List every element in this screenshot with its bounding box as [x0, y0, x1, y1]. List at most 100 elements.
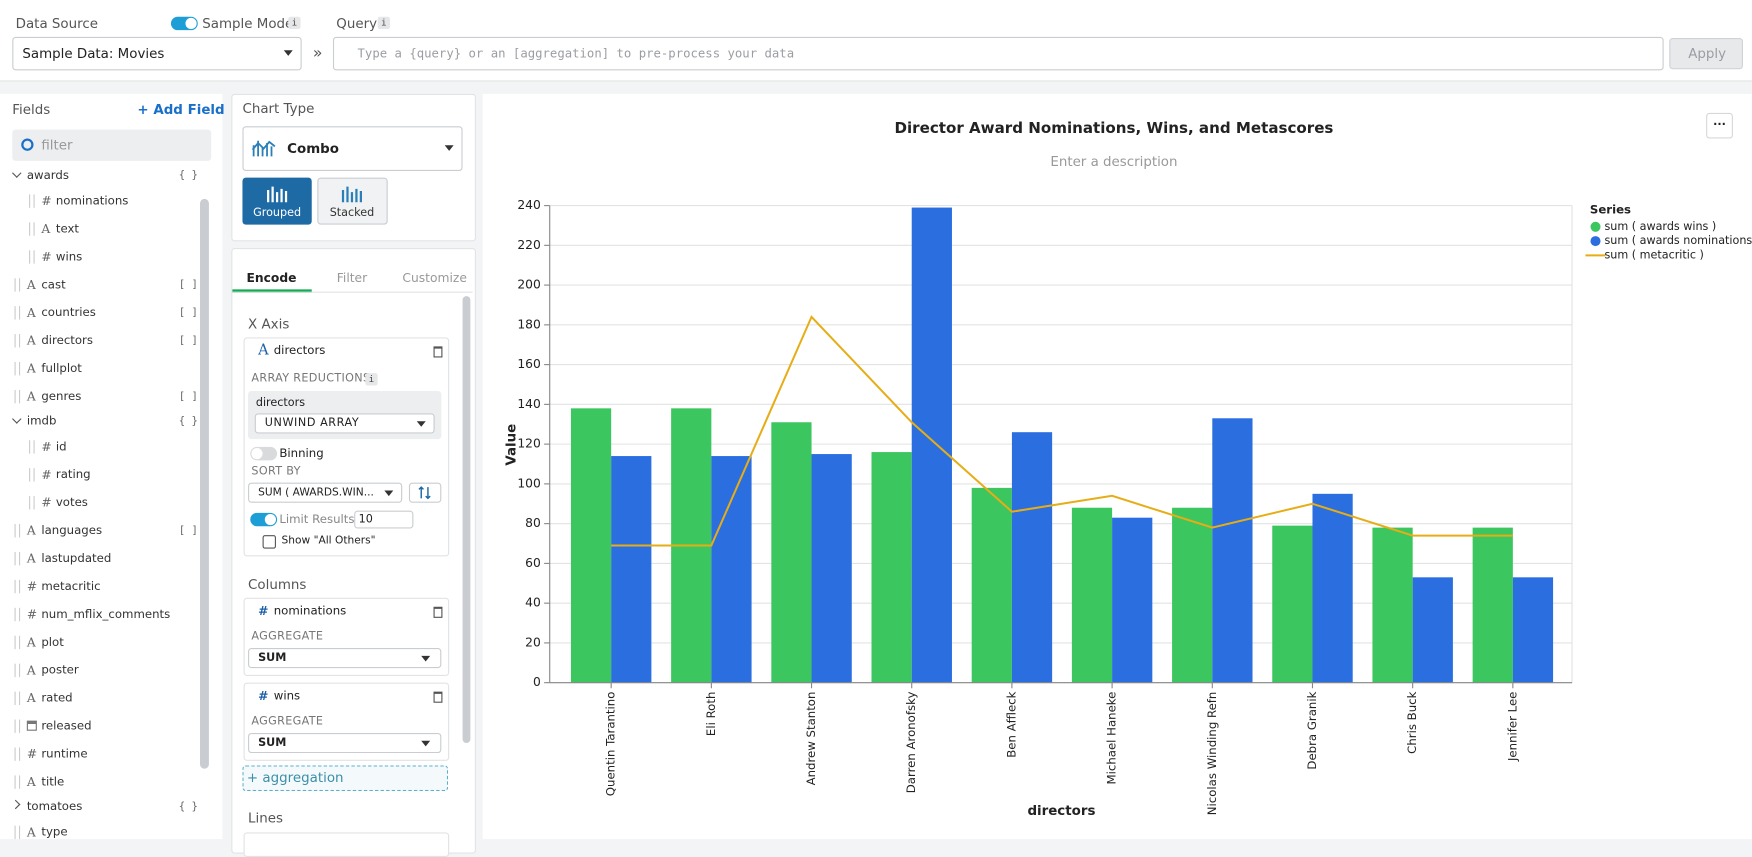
tab-customize[interactable]: Customize	[402, 270, 467, 286]
tab-encode[interactable]: Encode	[246, 270, 297, 286]
legend-title: Series	[1590, 203, 1631, 217]
field-label[interactable]: tomatoes	[26, 799, 83, 814]
y-tick-label: 100	[517, 476, 540, 490]
field-row[interactable]	[9, 518, 197, 543]
field-label[interactable]: num_mflix_comments	[41, 607, 171, 621]
data-source-select[interactable]	[12, 36, 302, 71]
bar	[570, 408, 612, 683]
field-row[interactable]	[9, 658, 197, 683]
field-row[interactable]	[9, 685, 197, 710]
scrollbar[interactable]	[462, 296, 471, 744]
trash-icon[interactable]	[433, 606, 443, 618]
field-row[interactable]	[9, 820, 197, 845]
field-row[interactable]	[9, 356, 197, 381]
field-type-icon: A	[26, 774, 36, 789]
field-label[interactable]: lastupdated	[41, 551, 112, 565]
field-label[interactable]: wins	[55, 249, 83, 264]
field-label[interactable]: votes	[55, 495, 88, 509]
drag-handle	[29, 467, 35, 481]
legend-symbol	[1590, 236, 1601, 247]
drag-handle	[14, 718, 21, 733]
info-badge[interactable]: i	[377, 16, 390, 30]
sample-mode-toggle[interactable]	[170, 16, 198, 31]
chart-type-select[interactable]	[242, 126, 463, 171]
field-row[interactable]	[9, 244, 197, 269]
field-label[interactable]: awards	[26, 168, 69, 183]
bar	[811, 454, 852, 683]
field-row[interactable]	[9, 769, 197, 794]
x-tick-label: Darren Aronofsky	[904, 692, 918, 794]
binning-toggle[interactable]	[250, 446, 278, 461]
field-row[interactable]	[9, 630, 197, 655]
field-type-icon: A	[26, 522, 36, 538]
apply-button[interactable]	[1669, 37, 1743, 70]
field-type-icon: #	[41, 193, 52, 208]
field-row[interactable]	[9, 434, 197, 459]
field-label[interactable]: genres	[41, 389, 82, 403]
limit-toggle[interactable]	[250, 512, 278, 527]
field-label[interactable]: title	[41, 774, 65, 789]
sort-order-button[interactable]	[408, 482, 442, 503]
limit-label: Limit Results	[279, 512, 355, 527]
filter-input[interactable]	[12, 129, 212, 161]
reduction-select[interactable]	[254, 413, 435, 434]
field-row[interactable]	[9, 462, 197, 487]
info-badge[interactable]: i	[288, 16, 301, 30]
field-label[interactable]: imdb	[26, 414, 57, 428]
bar	[1372, 527, 1413, 683]
fields-panel	[0, 93, 223, 840]
field-label[interactable]: countries	[41, 305, 96, 319]
reduction-field: directors	[255, 397, 306, 410]
data-source-label: Data Source	[15, 15, 98, 32]
field-type-icon: #	[41, 439, 52, 454]
field-label[interactable]: poster	[41, 663, 79, 677]
field-label[interactable]: cast	[41, 277, 66, 292]
field-label[interactable]: text	[55, 221, 80, 236]
field-label[interactable]: runtime	[41, 746, 88, 761]
field-label[interactable]: languages	[41, 523, 103, 537]
field-label[interactable]: released	[41, 718, 92, 733]
field-label[interactable]: rated	[41, 691, 73, 705]
field-row[interactable]	[9, 216, 197, 241]
trash-icon[interactable]	[433, 691, 443, 703]
y-tick-label: 200	[517, 278, 540, 292]
add-field[interactable]: + Add Field	[137, 101, 225, 118]
field-label[interactable]: nominations	[55, 193, 129, 208]
field-row[interactable]	[9, 272, 197, 297]
field-row[interactable]	[9, 328, 197, 353]
field-label[interactable]: rating	[55, 467, 91, 481]
field-label[interactable]: metacritic	[41, 579, 101, 593]
field-suffix: [ ]	[178, 389, 198, 403]
y-axis-title: Value	[505, 424, 520, 466]
column-field: wins	[273, 689, 301, 703]
info-badge[interactable]: i	[365, 373, 378, 386]
field-label[interactable]: directors	[41, 333, 93, 347]
field-suffix: [ ]	[178, 334, 198, 347]
trash-icon[interactable]	[433, 346, 443, 358]
aggregate-select[interactable]	[248, 648, 442, 669]
field-label[interactable]: type	[41, 825, 68, 839]
scrollbar[interactable]	[199, 198, 209, 769]
field-row[interactable]	[9, 300, 197, 325]
field-suffix: [ ]	[178, 278, 198, 291]
field-label[interactable]: plot	[41, 635, 64, 649]
add-aggregation[interactable]	[242, 765, 449, 792]
limit-input[interactable]	[354, 510, 414, 529]
field-type-icon: #	[258, 603, 269, 619]
sort-select[interactable]	[248, 482, 403, 503]
field-row[interactable]	[9, 384, 197, 409]
field-row[interactable]	[9, 713, 197, 738]
x-tick-label: Michael Haneke	[1105, 692, 1119, 785]
field-label[interactable]: id	[55, 439, 67, 454]
drag-handle	[14, 825, 21, 839]
aggregate-label: AGGREGATE	[251, 630, 324, 644]
chart-menu[interactable]	[1706, 112, 1733, 139]
checkbox[interactable]	[262, 535, 276, 549]
tab-filter[interactable]: Filter	[336, 270, 368, 286]
field-label[interactable]: fullplot	[41, 361, 82, 375]
aggregate-select[interactable]	[248, 732, 442, 754]
field-row[interactable]	[9, 490, 197, 515]
query-input[interactable]	[332, 36, 1664, 71]
y-tick-label: 220	[517, 238, 540, 252]
